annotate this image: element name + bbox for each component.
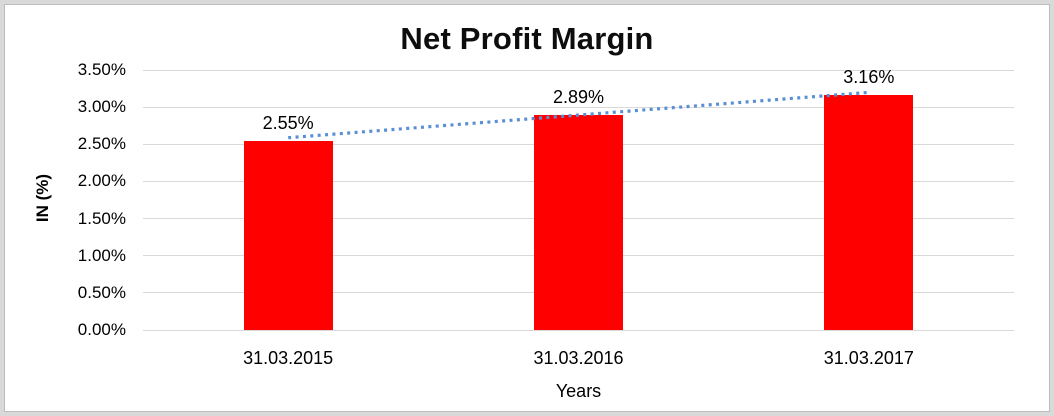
bar-value-label: 3.16% [843,67,895,88]
y-tick-label: 2.50% [77,134,126,154]
x-category-label: 31.03.2015 [243,348,334,368]
plot-area: 2.55% 2.89% 3.16% [143,67,1014,331]
gridline [143,329,1014,331]
x-axis-title: Years [555,381,602,401]
x-category-label: 31.03.2017 [823,348,914,368]
bar-value-label: 2.55% [262,112,314,133]
y-tick-label: 0.50% [77,282,126,302]
bar-31.03.2017 [824,95,914,330]
bar-31.03.2015 [243,140,333,330]
y-tick-label: 2.00% [77,171,126,191]
y-tick-label: 3.50% [77,60,126,79]
trendline [288,90,869,140]
x-category-label: 31.03.2016 [533,348,624,368]
chart-title: Net Profit Margin [400,21,654,56]
gridline [143,106,1014,108]
y-tick-label: 1.00% [77,245,126,265]
gridline [143,69,1014,71]
y-tick-label: 3.00% [77,97,126,117]
bar-value-label: 2.89% [552,87,605,108]
bar-31.03.2016 [534,115,623,330]
y-tick-label: 0.00% [77,320,126,339]
y-tick-label: 1.50% [77,208,126,228]
